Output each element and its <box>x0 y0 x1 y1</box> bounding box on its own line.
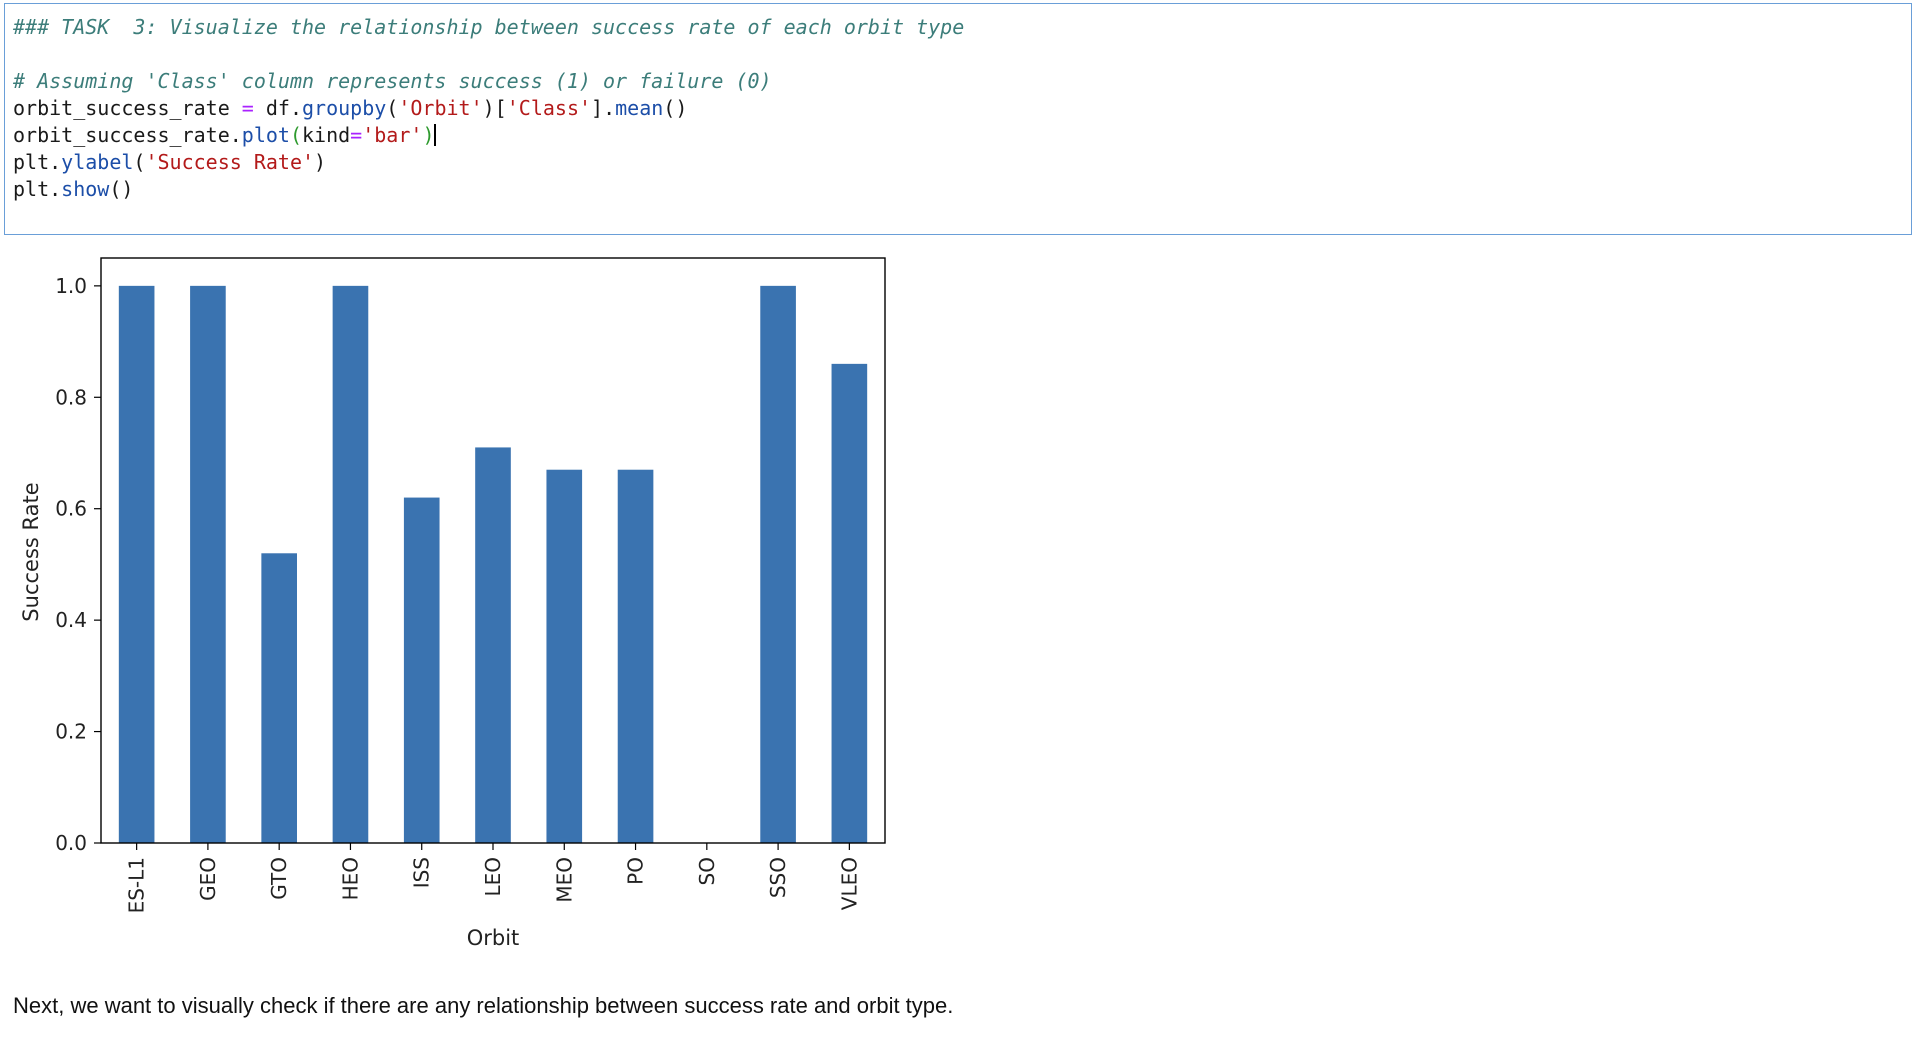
code-token: ### TASK 3: Visualize the relationship b… <box>13 15 965 39</box>
x-tick-label: GEO <box>196 857 220 901</box>
code-token: )[ <box>482 96 507 120</box>
code-token: groupby <box>302 96 387 120</box>
code-token: 'Orbit' <box>398 96 483 120</box>
code-token: df. <box>253 96 302 120</box>
code-line: plt.ylabel('Success Rate') <box>13 149 964 176</box>
y-tick-label: 0.6 <box>55 497 87 521</box>
x-tick-label: ES-L1 <box>125 857 149 913</box>
code-token: ) <box>422 123 435 147</box>
x-tick-label: LEO <box>481 857 505 897</box>
x-axis-label: Orbit <box>467 926 520 950</box>
code-token: () <box>109 177 134 201</box>
markdown-text: Next, we want to visually check if there… <box>13 993 954 1018</box>
x-tick-label: PO <box>624 857 648 885</box>
x-tick-label: MEO <box>552 857 576 903</box>
y-tick-label: 0.8 <box>55 385 87 409</box>
code-token: # Assuming 'Class' column represents suc… <box>13 69 772 93</box>
y-axis: 0.0 0.2 0.4 0.6 0.8 1.0 <box>55 274 101 855</box>
code-token: plot <box>241 123 290 147</box>
y-tick-label: 1.0 <box>55 274 87 298</box>
code-line: plt.show() <box>13 176 964 203</box>
x-tick-label: ISS <box>410 857 434 888</box>
code-token: show <box>61 177 110 201</box>
code-token: 'bar' <box>362 123 423 147</box>
code-token: ( <box>386 96 399 120</box>
code-token: mean <box>615 96 664 120</box>
code-line: ### TASK 3: Visualize the relationship b… <box>13 14 964 41</box>
x-tick-label: SSO <box>766 857 790 898</box>
code-token: 'Class' <box>506 96 592 120</box>
y-tick-label: 0.0 <box>55 831 87 855</box>
code-editor[interactable]: ### TASK 3: Visualize the relationship b… <box>13 14 964 203</box>
code-token: = <box>241 96 254 120</box>
bar-sso <box>760 285 796 843</box>
code-token: plt. <box>13 150 62 174</box>
code-token: orbit_success_rate <box>13 96 242 120</box>
code-line: # Assuming 'Class' column represents suc… <box>13 68 964 95</box>
bar-heo <box>332 285 369 843</box>
y-tick-label: 0.2 <box>55 720 87 744</box>
code-token: orbit_success_rate. <box>13 123 242 147</box>
code-token: = <box>350 123 363 147</box>
code-token: ]. <box>591 96 616 120</box>
bar-geo <box>190 285 226 843</box>
x-tick-label: HEO <box>338 857 362 900</box>
x-tick-label: GTO <box>267 857 291 900</box>
code-cell[interactable]: ### TASK 3: Visualize the relationship b… <box>4 3 1912 235</box>
x-axis: ES-L1 GEO GTO HEO ISS LEO MEO PO SO SSO VLEO <box>125 843 861 913</box>
code-token: ( <box>133 150 146 174</box>
code-token <box>13 42 25 66</box>
code-line <box>13 41 964 68</box>
bar-vleo <box>831 363 868 843</box>
code-token: ( <box>289 123 302 147</box>
plot-frame <box>100 257 886 844</box>
code-line: orbit_success_rate.plot(kind='bar') <box>13 122 964 149</box>
code-token: 'Success Rate' <box>145 150 315 174</box>
bar-iss <box>403 497 440 843</box>
code-token: ylabel <box>61 150 134 174</box>
code-token: kind <box>302 123 351 147</box>
code-token: ) <box>314 150 327 174</box>
bar-es-l1 <box>118 285 155 843</box>
code-token: () <box>663 96 688 120</box>
bar-chart: 0.0 0.2 0.4 0.6 0.8 1.0 ES-L1 GEO GTO HEO ISS LEO M… <box>19 257 886 950</box>
x-tick-label: VLEO <box>837 857 861 910</box>
code-line: orbit_success_rate = df.groupby('Orbit')… <box>13 95 964 122</box>
cell-output: 0.0 0.2 0.4 0.6 0.8 1.0 ES-L1 GEO GTO HEO ISS LEO M… <box>4 245 904 965</box>
bar-series <box>118 285 868 843</box>
x-tick-label: SO <box>695 857 719 885</box>
bar-leo <box>475 447 511 843</box>
bar-po <box>617 469 654 843</box>
bar-gto <box>261 553 297 843</box>
code-token: plt. <box>13 177 62 201</box>
bar-meo <box>546 469 583 843</box>
text-cursor <box>434 124 437 146</box>
y-tick-label: 0.4 <box>55 608 87 632</box>
y-axis-label: Success Rate <box>19 482 43 621</box>
